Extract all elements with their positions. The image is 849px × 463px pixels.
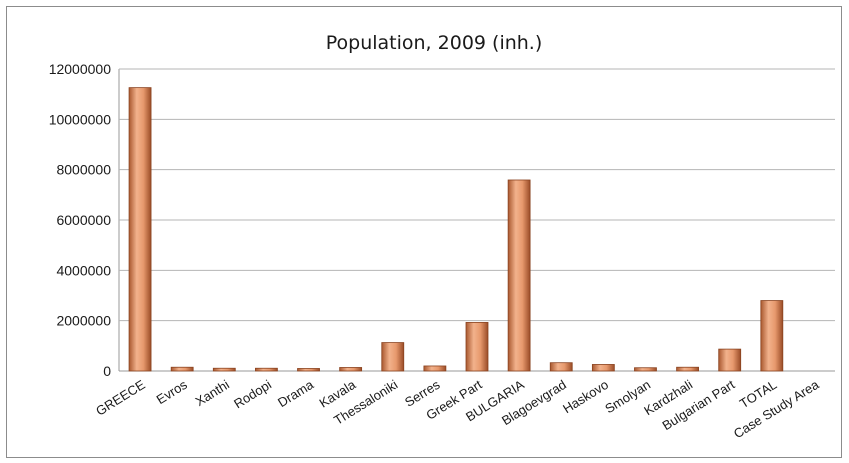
- x-tick-label: Xanthi: [193, 377, 232, 409]
- bar: [760, 300, 784, 372]
- bar: [170, 366, 194, 372]
- bar: [465, 322, 489, 372]
- bar: [297, 368, 320, 372]
- bar: [212, 367, 236, 372]
- bar-chart: Population, 2009 (inh.) 0 2000000 4000000 6…: [49, 32, 835, 441]
- x-tick-label: GREECE: [93, 377, 148, 419]
- y-tick-label: 4000000: [56, 262, 111, 278]
- y-axis-ticks: 0 2000000 4000000 6000000 8000000 10000000 120…: [49, 61, 112, 379]
- bar: [255, 367, 278, 372]
- y-tick-label: 2000000: [56, 313, 111, 329]
- gridlines: [119, 68, 835, 372]
- y-tick-label: 6000000: [56, 212, 111, 228]
- x-tick-label: Evros: [154, 377, 191, 408]
- bar: [549, 362, 573, 372]
- chart-title: Population, 2009 (inh.): [326, 32, 543, 54]
- bar: [634, 367, 657, 372]
- bar: [381, 342, 405, 372]
- x-tick-label: Haskovo: [560, 377, 611, 417]
- chart-frame: Population, 2009 (inh.) 0 2000000 4000000 6…: [6, 6, 842, 458]
- bar: [676, 366, 699, 372]
- bar: [591, 364, 615, 372]
- x-axis-labels: GREECE Evros Xanthi Rodopi Drama KavalaThessa…: [93, 376, 822, 441]
- x-tick-label: Drama: [275, 376, 317, 410]
- y-tick-label: 10000000: [49, 111, 112, 127]
- bar: [507, 179, 531, 372]
- bar: [339, 367, 363, 372]
- y-tick-label: 12000000: [49, 61, 112, 77]
- y-tick-label: 0: [103, 363, 111, 379]
- bars: [128, 87, 784, 372]
- bar: [423, 365, 447, 372]
- bar: [718, 348, 742, 372]
- x-tick-label: Rodopi: [231, 377, 274, 412]
- x-tick-label: Bulgarian Part: [659, 377, 737, 434]
- bar: [128, 87, 152, 372]
- y-tick-label: 8000000: [56, 162, 111, 178]
